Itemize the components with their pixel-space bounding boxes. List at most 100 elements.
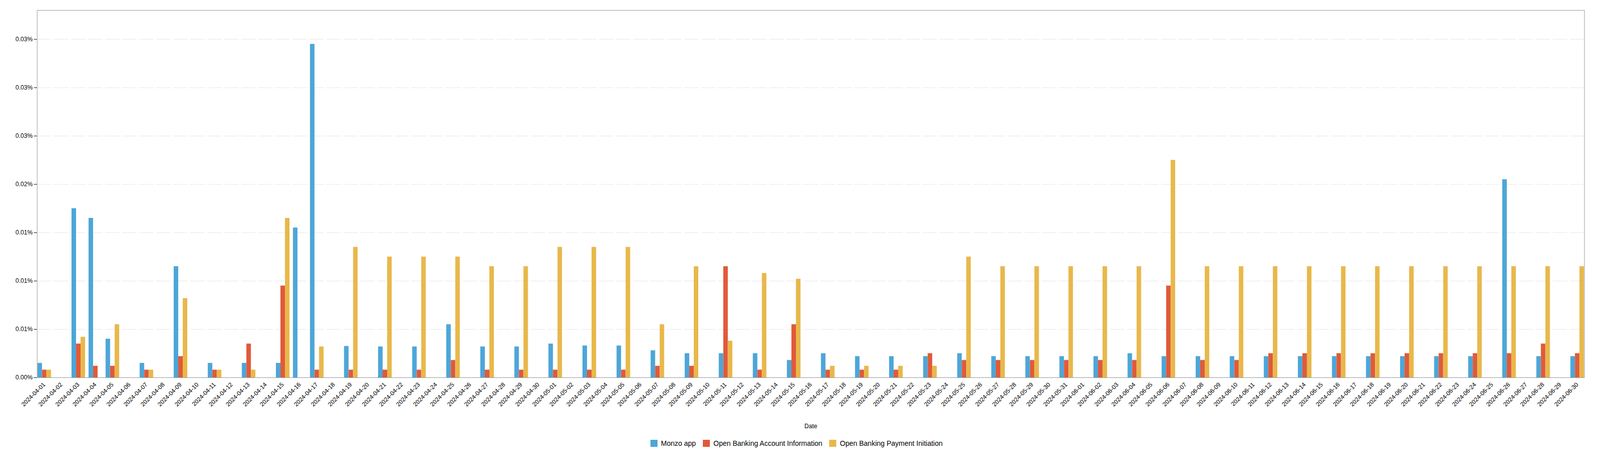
- svg-text:2024-06-06: 2024-06-06: [1144, 381, 1171, 409]
- svg-text:2024-04-23: 2024-04-23: [394, 381, 422, 409]
- svg-text:2024-05-19: 2024-05-19: [837, 381, 865, 409]
- svg-text:2024-06-14: 2024-06-14: [1280, 381, 1308, 409]
- svg-text:2024-04-30: 2024-04-30: [513, 381, 541, 409]
- svg-text:2024-04-04: 2024-04-04: [71, 381, 98, 409]
- svg-text:2024-06-13: 2024-06-13: [1263, 381, 1291, 409]
- svg-text:2024-04-05: 2024-04-05: [88, 381, 115, 409]
- svg-text:2024-05-16: 2024-05-16: [786, 381, 814, 409]
- svg-text:0.01%: 0.01%: [15, 325, 33, 333]
- svg-text:2024-06-05: 2024-06-05: [1127, 381, 1154, 409]
- svg-text:2024-06-24: 2024-06-24: [1450, 381, 1478, 409]
- svg-text:2024-06-20: 2024-06-20: [1382, 381, 1410, 409]
- svg-text:2024-05-31: 2024-05-31: [1041, 381, 1069, 409]
- svg-text:2024-04-08: 2024-04-08: [139, 381, 166, 409]
- svg-text:2024-05-12: 2024-05-12: [718, 381, 746, 409]
- svg-text:2024-04-01: 2024-04-01: [19, 381, 47, 409]
- svg-text:2024-04-18: 2024-04-18: [309, 381, 337, 409]
- svg-text:2024-04-13: 2024-04-13: [224, 381, 252, 409]
- svg-text:Date: Date: [804, 422, 818, 430]
- svg-text:2024-04-22: 2024-04-22: [377, 381, 405, 409]
- svg-text:2024-05-13: 2024-05-13: [735, 381, 763, 409]
- svg-text:2024-04-12: 2024-04-12: [207, 381, 235, 409]
- svg-text:2024-05-07: 2024-05-07: [633, 381, 660, 409]
- svg-text:2024-06-01: 2024-06-01: [1058, 381, 1086, 409]
- svg-text:2024-06-17: 2024-06-17: [1331, 381, 1359, 409]
- svg-text:2024-05-18: 2024-05-18: [820, 381, 848, 409]
- svg-text:0.00%: 0.00%: [15, 374, 33, 382]
- svg-text:2024-06-28: 2024-06-28: [1518, 381, 1546, 409]
- svg-text:2024-04-06: 2024-04-06: [105, 381, 132, 409]
- svg-text:2024-06-02: 2024-06-02: [1075, 381, 1103, 409]
- svg-text:2024-05-11: 2024-05-11: [701, 381, 729, 408]
- svg-text:2024-05-04: 2024-05-04: [582, 381, 609, 409]
- svg-text:0.03%: 0.03%: [15, 84, 33, 92]
- svg-text:2024-06-16: 2024-06-16: [1314, 381, 1342, 409]
- svg-text:2024-04-16: 2024-04-16: [275, 381, 303, 409]
- svg-text:2024-04-10: 2024-04-10: [173, 381, 201, 409]
- svg-text:2024-06-09: 2024-06-09: [1195, 381, 1223, 409]
- svg-text:2024-06-19: 2024-06-19: [1365, 381, 1393, 409]
- svg-text:2024-05-25: 2024-05-25: [939, 381, 967, 409]
- svg-text:2024-06-07: 2024-06-07: [1161, 381, 1188, 409]
- svg-text:2024-05-03: 2024-05-03: [564, 381, 592, 409]
- svg-text:2024-05-08: 2024-05-08: [650, 381, 678, 409]
- svg-text:2024-05-20: 2024-05-20: [854, 381, 882, 409]
- svg-text:2024-04-21: 2024-04-21: [360, 381, 388, 409]
- svg-text:2024-04-02: 2024-04-02: [37, 381, 64, 409]
- svg-text:2024-05-02: 2024-05-02: [547, 381, 575, 409]
- svg-text:2024-06-15: 2024-06-15: [1297, 381, 1325, 409]
- svg-text:2024-04-25: 2024-04-25: [428, 381, 456, 409]
- svg-text:0.03%: 0.03%: [15, 132, 33, 140]
- svg-text:2024-04-17: 2024-04-17: [292, 381, 320, 409]
- svg-text:2024-06-26: 2024-06-26: [1484, 381, 1512, 409]
- svg-text:0.01%: 0.01%: [15, 229, 33, 237]
- svg-text:0.02%: 0.02%: [15, 180, 33, 188]
- svg-text:2024-06-21: 2024-06-21: [1399, 381, 1427, 409]
- svg-text:2024-06-30: 2024-06-30: [1552, 381, 1580, 409]
- svg-text:2024-04-15: 2024-04-15: [258, 381, 286, 409]
- svg-text:2024-05-09: 2024-05-09: [667, 381, 695, 409]
- svg-text:2024-04-07: 2024-04-07: [122, 381, 149, 409]
- svg-text:2024-05-22: 2024-05-22: [888, 381, 916, 409]
- svg-text:2024-05-24: 2024-05-24: [922, 381, 950, 409]
- svg-text:2024-06-18: 2024-06-18: [1348, 381, 1376, 409]
- svg-text:2024-04-26: 2024-04-26: [445, 381, 473, 409]
- svg-text:2024-06-10: 2024-06-10: [1212, 381, 1240, 409]
- svg-text:2024-04-09: 2024-04-09: [156, 381, 184, 409]
- svg-text:2024-04-29: 2024-04-29: [496, 381, 524, 409]
- svg-text:2024-04-27: 2024-04-27: [462, 381, 490, 409]
- svg-text:2024-04-20: 2024-04-20: [343, 381, 371, 409]
- svg-text:2024-05-23: 2024-05-23: [905, 381, 933, 409]
- svg-text:2024-05-21: 2024-05-21: [871, 381, 899, 409]
- svg-text:2024-06-11: 2024-06-11: [1229, 381, 1257, 408]
- svg-text:2024-04-03: 2024-04-03: [54, 381, 81, 409]
- svg-text:2024-05-10: 2024-05-10: [684, 381, 712, 409]
- svg-text:2024-05-06: 2024-05-06: [616, 381, 643, 409]
- svg-text:2024-05-14: 2024-05-14: [752, 381, 780, 409]
- svg-text:2024-06-27: 2024-06-27: [1501, 381, 1529, 409]
- svg-text:0.03%: 0.03%: [15, 35, 33, 43]
- svg-text:2024-06-23: 2024-06-23: [1433, 381, 1461, 409]
- svg-text:2024-04-14: 2024-04-14: [241, 381, 269, 409]
- svg-text:2024-05-27: 2024-05-27: [973, 381, 1001, 409]
- svg-text:2024-06-04: 2024-06-04: [1110, 381, 1137, 409]
- svg-text:0.01%: 0.01%: [15, 277, 33, 285]
- svg-text:2024-05-26: 2024-05-26: [956, 381, 984, 409]
- svg-text:2024-05-15: 2024-05-15: [769, 381, 797, 409]
- svg-text:2024-05-30: 2024-05-30: [1024, 381, 1052, 409]
- svg-text:2024-05-01: 2024-05-01: [530, 381, 558, 409]
- svg-text:2024-04-24: 2024-04-24: [411, 381, 439, 409]
- svg-text:2024-06-29: 2024-06-29: [1535, 381, 1563, 409]
- svg-text:2024-04-28: 2024-04-28: [479, 381, 507, 409]
- svg-text:2024-06-08: 2024-06-08: [1178, 381, 1206, 409]
- svg-text:2024-06-03: 2024-06-03: [1093, 381, 1120, 409]
- svg-text:2024-06-22: 2024-06-22: [1416, 381, 1444, 409]
- svg-text:2024-05-29: 2024-05-29: [1007, 381, 1035, 409]
- svg-text:2024-06-12: 2024-06-12: [1246, 381, 1274, 409]
- svg-text:2024-04-11: 2024-04-11: [190, 381, 218, 408]
- svg-text:2024-05-17: 2024-05-17: [803, 381, 831, 409]
- svg-text:2024-05-28: 2024-05-28: [990, 381, 1018, 409]
- svg-text:2024-05-05: 2024-05-05: [599, 381, 626, 409]
- svg-text:2024-06-25: 2024-06-25: [1467, 381, 1495, 409]
- svg-text:2024-04-19: 2024-04-19: [326, 381, 354, 409]
